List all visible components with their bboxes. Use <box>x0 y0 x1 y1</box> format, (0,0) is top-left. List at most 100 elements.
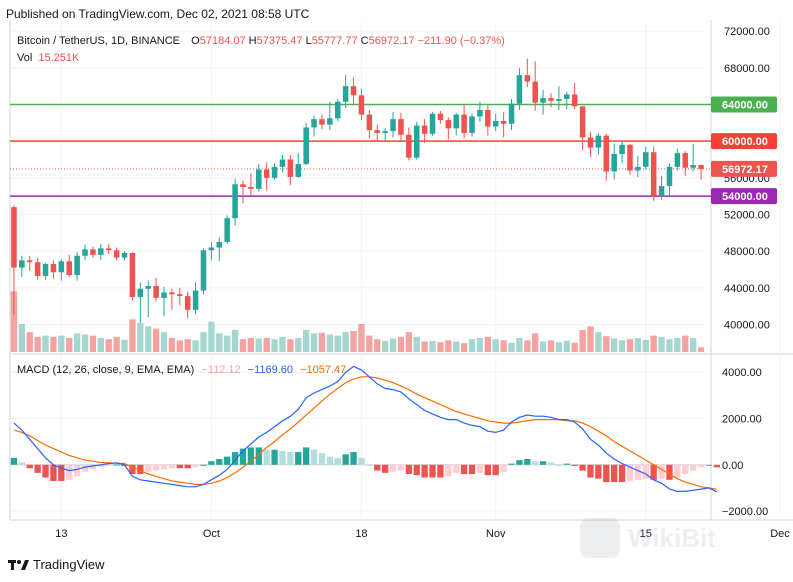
macd-histogram-bar <box>595 464 602 479</box>
candle-body <box>390 119 396 132</box>
macd-histogram-bar <box>397 464 405 471</box>
volume-bar <box>634 338 642 352</box>
candle-body <box>169 292 175 295</box>
tradingview-brand[interactable]: TradingView <box>8 555 105 573</box>
volume-bar <box>476 338 484 352</box>
macd-histogram-bar <box>97 464 104 468</box>
macd-histogram-bar <box>263 449 270 465</box>
candle-body <box>34 262 41 276</box>
macd-histogram-bar <box>539 461 547 465</box>
candle <box>153 277 159 302</box>
candle-body <box>350 86 357 96</box>
volume-bar <box>626 339 634 352</box>
volume-bar <box>137 322 144 352</box>
volume-bar <box>381 340 389 352</box>
macd-histogram-bar <box>73 464 81 477</box>
candle-body <box>603 135 610 172</box>
volume-bar <box>34 336 41 352</box>
volume-bar <box>263 338 270 352</box>
candle <box>350 77 357 105</box>
candle-body <box>690 165 696 168</box>
candle <box>161 286 167 317</box>
wikibit-watermark-text: WikiBit <box>628 522 716 553</box>
macd-histogram-bar <box>34 464 41 473</box>
candle <box>619 141 625 164</box>
candle <box>192 282 199 315</box>
macd-histogram-bar <box>168 464 176 469</box>
symbol-legend: Bitcoin / TetherUS, 1D, BINANCE O57184.0… <box>17 35 505 47</box>
candle <box>421 119 428 143</box>
candle <box>445 117 452 140</box>
high-label: H <box>248 35 257 47</box>
volume-bar <box>516 338 523 352</box>
candle <box>303 122 309 165</box>
volume-bar <box>310 333 318 352</box>
candle-body <box>248 187 254 189</box>
volume-bar <box>42 335 49 352</box>
macd-histogram-bar <box>224 456 231 465</box>
candle <box>240 180 246 204</box>
candle-body <box>643 152 649 167</box>
volume-bar <box>247 338 255 352</box>
candle-body <box>382 131 388 133</box>
candle-body <box>192 290 199 310</box>
volume-bar <box>342 332 349 352</box>
candle-body <box>698 165 704 169</box>
candle <box>256 164 262 192</box>
volume-bar <box>587 326 594 352</box>
candle <box>413 121 420 160</box>
candle <box>477 101 483 122</box>
macd-histogram-bar <box>192 464 199 468</box>
candle <box>50 260 57 279</box>
volume-bar <box>508 342 515 352</box>
candle-body <box>556 99 562 101</box>
candle <box>579 106 586 151</box>
candle-body <box>334 101 341 119</box>
volume-bar <box>113 336 120 352</box>
candle-body <box>208 247 215 251</box>
volume-label: Vol <box>17 52 33 64</box>
macd-histogram-bar <box>326 456 334 465</box>
last-price-tag-label: 56972.17 <box>722 164 768 176</box>
candle <box>113 247 120 261</box>
macd-histogram-bar <box>453 464 460 473</box>
macd-histogram-bar <box>697 464 705 468</box>
candle-body <box>287 159 294 177</box>
macd-histogram-bar <box>105 464 112 466</box>
macd-histogram-bar <box>476 464 484 473</box>
candle <box>556 86 562 110</box>
macd-histogram-bar <box>516 460 523 465</box>
volume-bar <box>524 340 531 352</box>
candle <box>595 132 602 155</box>
time-tick-label: 15 <box>640 528 652 540</box>
candle <box>382 128 388 142</box>
macd-histogram-bar <box>650 464 657 480</box>
published-header: Published on TradingView.com, Dec 02, 20… <box>6 7 310 21</box>
volume-bar <box>303 329 310 352</box>
volume-bar <box>658 336 665 352</box>
volume-bar <box>326 334 334 352</box>
candle-body <box>500 121 507 124</box>
volume-bar <box>200 332 207 352</box>
level-tag-label: 54000.00 <box>722 191 768 203</box>
candle <box>611 143 617 180</box>
macd-histogram-bar <box>374 464 381 471</box>
candle <box>650 146 657 201</box>
macd-histogram-bar <box>524 458 531 465</box>
candle-body <box>145 286 151 289</box>
price-tick-label: 68000.00 <box>724 63 770 75</box>
volume-bar <box>224 335 231 352</box>
macd-line-value: −1169.60 <box>247 364 294 376</box>
candle-body <box>421 125 428 134</box>
macd-histogram-bar <box>500 464 507 472</box>
macd-histogram-bar <box>89 464 97 470</box>
volume-bar <box>50 336 57 352</box>
candle-body <box>342 86 349 102</box>
candle-body <box>469 116 475 133</box>
volume-bar <box>547 340 555 352</box>
macd-histogram-bar <box>682 464 689 475</box>
candle-body <box>319 119 325 125</box>
candle <box>698 165 704 180</box>
candle <box>129 252 136 301</box>
